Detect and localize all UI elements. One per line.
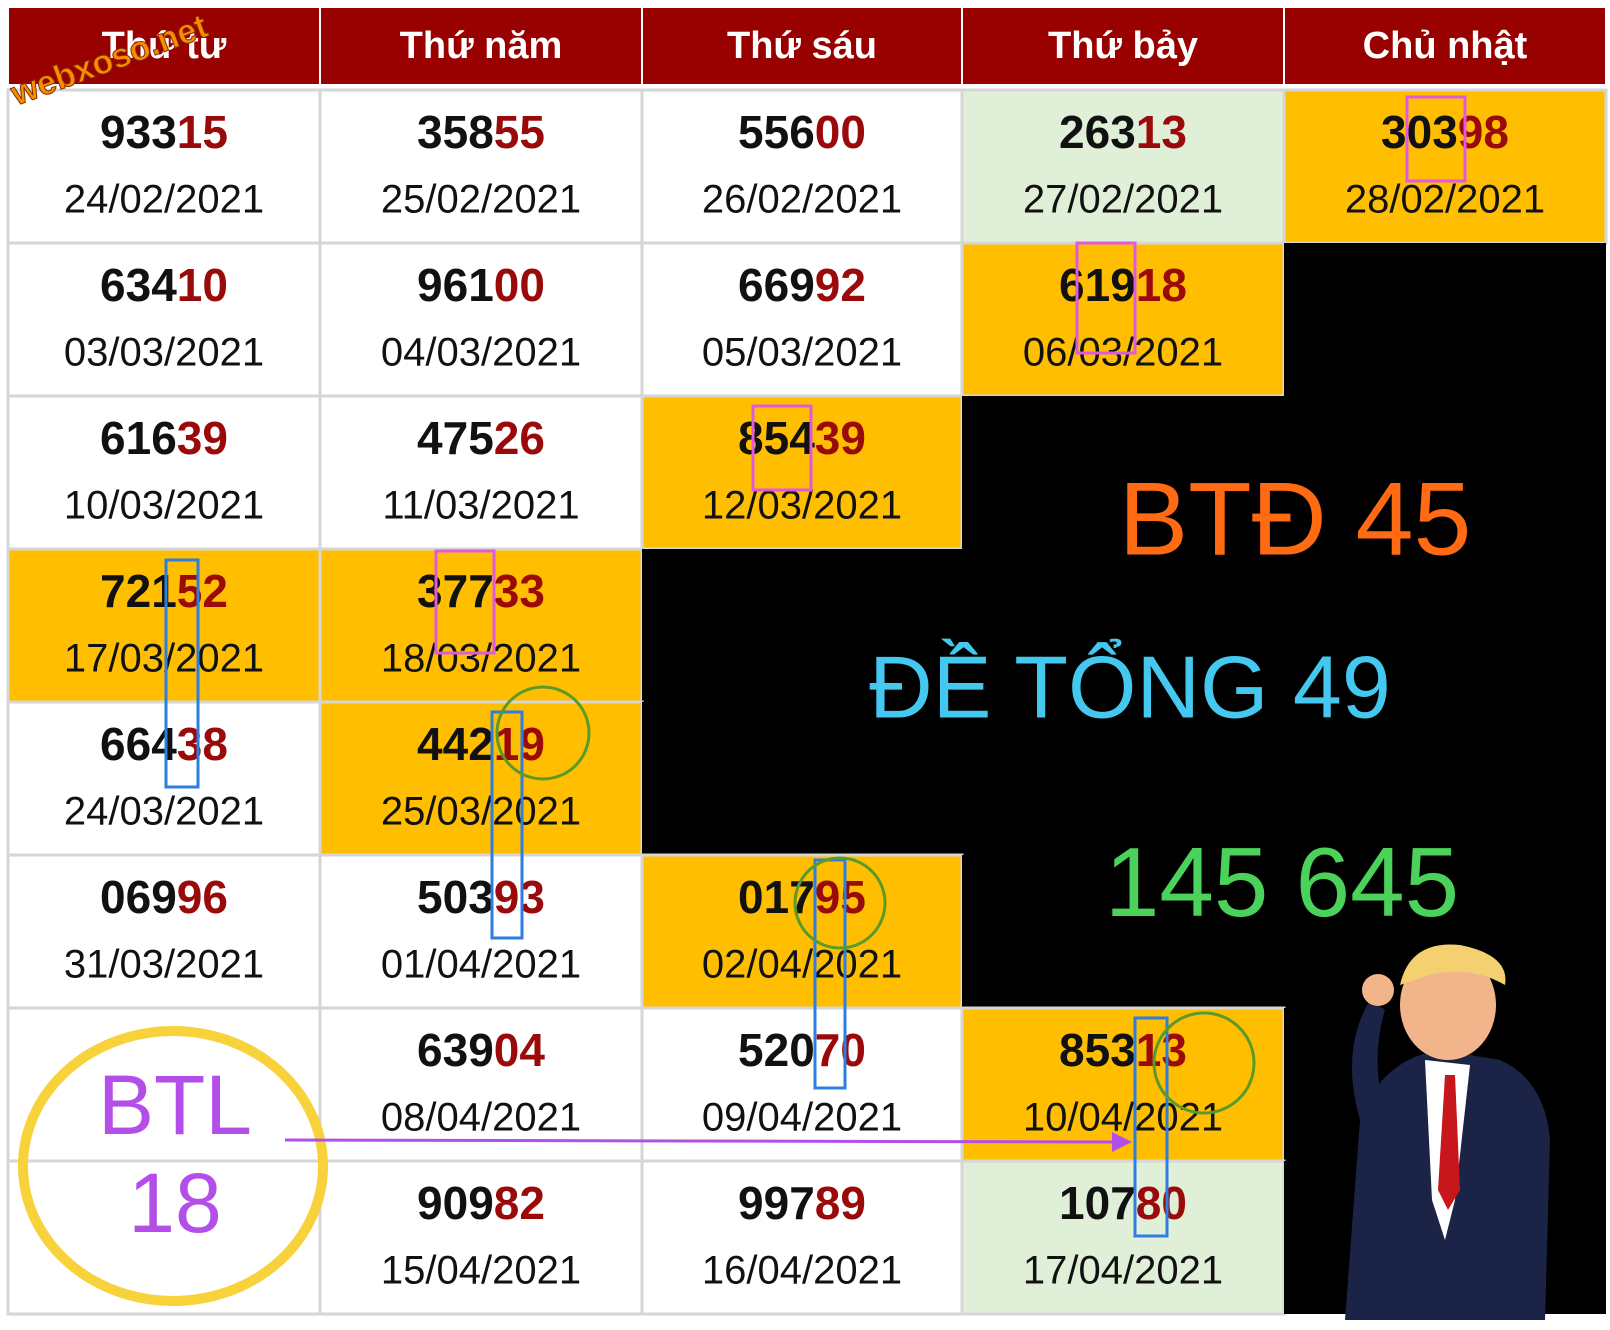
header-cell <box>643 8 961 84</box>
header-cell <box>9 8 319 84</box>
numbers-label: 145 645 <box>1105 827 1459 937</box>
btd-label: BTĐ 45 <box>1119 461 1472 577</box>
arrow-head <box>1112 1132 1132 1152</box>
cell <box>640 1159 964 1316</box>
de-tong-label: ĐỀ TỔNG 49 <box>869 637 1391 736</box>
result-number: 93315 <box>100 106 228 158</box>
result-date: 08/04/2021 <box>381 1096 581 1140</box>
result-date: 26/02/2021 <box>702 178 902 222</box>
result-number: 61639 <box>100 412 228 464</box>
header-cell <box>1285 8 1605 84</box>
header-cell <box>321 8 641 84</box>
result-date: 03/03/2021 <box>64 331 264 375</box>
cell <box>642 702 962 855</box>
header-cell <box>963 8 1283 84</box>
blue-boxes <box>164 558 1169 1238</box>
btl-value: 18 <box>128 1156 221 1250</box>
header-label: Chủ nhật <box>1363 25 1528 67</box>
result-number: 66992 <box>738 259 866 311</box>
result-date: 31/03/2021 <box>64 943 264 987</box>
cell <box>1284 243 1606 396</box>
result-number: 01795 <box>738 871 866 923</box>
result-number: 30398 <box>1381 106 1509 158</box>
cell <box>318 394 644 551</box>
result-number: 61918 <box>1059 259 1187 311</box>
cell <box>962 855 1284 1008</box>
cell <box>1284 549 1606 702</box>
cell <box>962 549 1284 702</box>
cell <box>6 853 322 1010</box>
highlight-boxes <box>434 95 1467 655</box>
btl-circle <box>18 1026 328 1306</box>
result-number: 66438 <box>100 718 228 770</box>
cell <box>962 396 1284 549</box>
cell <box>640 394 964 551</box>
result-date: 17/03/2021 <box>64 637 264 681</box>
result-number: 50393 <box>417 871 545 923</box>
result-date: 10/04/2021 <box>1023 1096 1223 1140</box>
result-date: 11/03/2021 <box>382 484 579 528</box>
result-number: 99789 <box>738 1177 866 1229</box>
result-date: 17/04/2021 <box>1023 1249 1223 1293</box>
result-date: 27/02/2021 <box>1023 178 1223 222</box>
result-number: 55600 <box>738 106 866 158</box>
cartoon-figure <box>1345 944 1550 1320</box>
green-circles <box>495 685 1256 1115</box>
cell <box>318 853 644 1010</box>
cell <box>960 88 1286 245</box>
result-number: 63410 <box>100 259 228 311</box>
result-date: 02/04/2021 <box>702 943 902 987</box>
cells: Thứ tư Thứ năm Thứ sáu Thứ bảy Chủ nhật 93315… <box>6 8 1608 1316</box>
result-number: 85439 <box>738 412 866 464</box>
result-date: 18/03/2021 <box>381 637 581 681</box>
result-number: 90982 <box>417 1177 545 1229</box>
result-date: 09/04/2021 <box>702 1096 902 1140</box>
cell <box>318 1159 644 1316</box>
result-date: 10/03/2021 <box>64 484 264 528</box>
result-date: 15/04/2021 <box>381 1249 581 1293</box>
result-number: 52070 <box>738 1024 866 1076</box>
result-number: 10780 <box>1059 1177 1187 1229</box>
result-number: 26313 <box>1059 106 1187 158</box>
result-number: 96100 <box>417 259 545 311</box>
cell <box>6 1159 322 1316</box>
cell <box>962 702 1284 855</box>
result-number: 85313 <box>1059 1024 1187 1076</box>
result-date: 25/02/2021 <box>381 178 581 222</box>
cell <box>642 549 962 702</box>
header-label: Thứ tư <box>102 25 227 67</box>
cell <box>960 1159 1286 1316</box>
result-number: 44219 <box>417 718 545 770</box>
cell <box>318 547 644 704</box>
cell <box>6 241 322 398</box>
result-date: 24/03/2021 <box>64 790 264 834</box>
btl-label: BTL <box>98 1058 252 1152</box>
arrow-line <box>284 1138 1121 1144</box>
result-number: 72152 <box>100 565 228 617</box>
header-label: Thứ sáu <box>727 25 877 67</box>
result-date: 24/02/2021 <box>64 178 264 222</box>
result-number: 35855 <box>417 106 545 158</box>
cell <box>1284 396 1606 549</box>
result-date: 28/02/2021 <box>1345 178 1545 222</box>
result-number: 37733 <box>417 565 545 617</box>
result-date: 05/03/2021 <box>702 331 902 375</box>
cell <box>1284 702 1606 855</box>
header-label: Thứ bảy <box>1048 25 1198 67</box>
cell <box>318 1006 644 1163</box>
result-number: 06996 <box>100 871 228 923</box>
result-date: 25/03/2021 <box>381 790 581 834</box>
header-label: Thứ năm <box>400 25 563 67</box>
cell <box>6 700 322 857</box>
result-number: 63904 <box>417 1024 545 1076</box>
result-date: 04/03/2021 <box>381 331 581 375</box>
result-date: 01/04/2021 <box>381 943 581 987</box>
result-date: 16/04/2021 <box>702 1249 902 1293</box>
result-number: 47526 <box>417 412 545 464</box>
cell <box>960 1006 1286 1163</box>
